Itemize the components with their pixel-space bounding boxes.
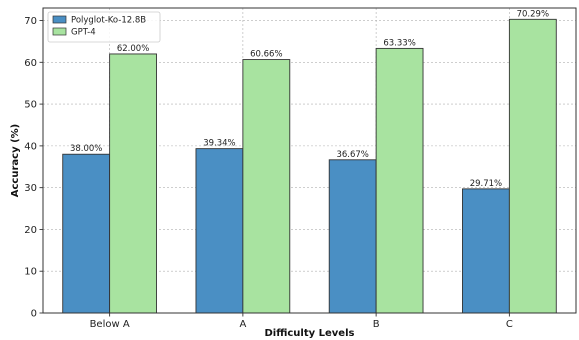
legend-swatch <box>52 27 67 36</box>
legend-swatch <box>52 15 67 24</box>
y-tick-label: 0 <box>31 309 37 320</box>
x-tick-label: Below A <box>90 319 130 330</box>
bar-gpt4-1 <box>242 59 291 314</box>
legend-label: GPT-4 <box>71 28 96 38</box>
y-axis-ticks: 0 10 20 30 40 50 60 70 <box>24 16 43 320</box>
y-tick-label: 10 <box>24 267 37 278</box>
bar-polyglot-1 <box>195 148 244 314</box>
bar-gpt4-3 <box>508 18 557 314</box>
bar-polyglot-2 <box>328 159 377 314</box>
data-label: 62.00% <box>117 44 149 54</box>
y-tick-label: 60 <box>24 58 37 69</box>
bar-polyglot-3 <box>462 188 510 314</box>
data-label: 36.67% <box>336 150 368 160</box>
x-tick-label: C <box>506 319 513 330</box>
y-tick-label: 40 <box>24 141 37 152</box>
x-axis-title: Difficulty Levels <box>265 328 355 339</box>
data-label: 39.34% <box>203 139 235 149</box>
bar-gpt4-2 <box>375 47 424 314</box>
x-tick-label: B <box>373 319 380 330</box>
data-label: 29.71% <box>470 179 502 189</box>
y-axis-title: Accuracy (%) <box>10 124 21 197</box>
plot-frame <box>42 7 577 314</box>
x-tick-label: A <box>239 319 246 330</box>
y-tick-label: 30 <box>24 183 37 194</box>
legend-box <box>47 11 161 43</box>
data-labels: 38.00% 39.34% 36.67% 29.71% 62.00% 60.66% 63.3… <box>70 9 549 189</box>
bar-gpt4-0 <box>109 53 157 314</box>
data-label: 70.29% <box>517 9 549 19</box>
legend-label: Polyglot-Ko-12.8B <box>71 16 146 26</box>
data-label: 38.00% <box>70 144 102 154</box>
data-label: 60.66% <box>250 50 282 60</box>
data-label: 63.33% <box>383 38 415 48</box>
legend: Polyglot-Ko-12.8B GPT-4 <box>47 11 161 43</box>
bars <box>62 18 557 314</box>
y-tick-label: 70 <box>24 16 37 27</box>
bar-polyglot-0 <box>62 153 111 314</box>
x-axis-ticks: Below A A B C <box>90 313 513 330</box>
y-tick-label: 20 <box>24 225 37 236</box>
y-tick-label: 50 <box>24 100 37 111</box>
